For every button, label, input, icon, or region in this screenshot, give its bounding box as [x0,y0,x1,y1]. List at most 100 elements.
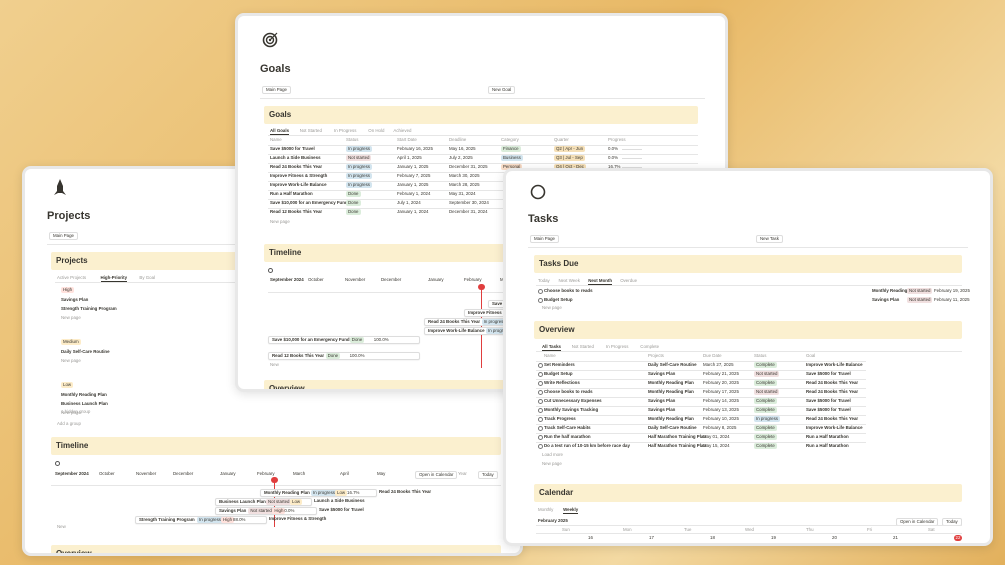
progress-track [622,166,642,168]
new-page[interactable]: New page [61,315,81,320]
column-header: Status [754,353,767,358]
add-group[interactable]: Add a group [57,421,81,426]
group-label: Low [61,382,74,388]
checkbox [538,399,543,404]
tab[interactable]: Monthly [538,507,554,512]
hidden-group[interactable]: 1 hidden group [61,409,91,414]
button[interactable]: New Task [756,235,783,243]
button[interactable]: Main Page [530,235,559,243]
tab[interactable]: High-Priority [100,275,128,282]
weekday: Mon [623,527,632,532]
divider [51,485,501,486]
project-link: Savings Plan [872,296,900,302]
control[interactable]: Open in Calendar [896,518,939,526]
cell: Set Reminders [544,362,575,367]
load-more[interactable]: Load more [542,452,563,457]
section-header: Overview [264,380,698,389]
checkbox [538,444,543,449]
new-page[interactable]: New page [61,358,81,363]
divider [268,135,698,136]
tab[interactable]: Active Projects [57,275,87,280]
tab[interactable]: In Progress [606,344,629,349]
section-title: Timeline [56,441,89,450]
divider [536,533,962,534]
tab[interactable]: Today [538,278,550,283]
new[interactable]: New [270,362,279,367]
tab[interactable]: Complete [640,344,660,349]
timeline-bar: Savings Plan Not started High 0.0% [215,507,317,515]
button[interactable]: Main Page [49,232,78,240]
row-name: Run a Half Marathon [270,191,313,196]
cell: Savings Plan [648,371,676,376]
tab[interactable]: All Goals [270,128,290,135]
cell: Write Reflections [544,380,580,385]
status-tag: Done [349,337,365,343]
month-label: November [136,471,157,476]
button[interactable]: Main Page [262,86,291,94]
month-label: May [377,471,386,476]
bar-label: Savings Plan [219,508,247,513]
cell: Save $5000 for Travel [806,407,851,412]
cell: February 8, 2025 [703,425,737,430]
tab[interactable]: Next Week [558,278,580,283]
cell: Run a Half Marathon [806,443,849,448]
divider [536,432,866,433]
month-label: April [340,471,349,476]
new-page[interactable]: New page [61,410,81,415]
status-tag: Done [346,200,361,206]
cell: Half Marathon Training Plan [648,434,707,439]
section-title: Timeline [269,248,302,257]
tab[interactable]: Achieved [393,128,412,133]
section-header: Tasks Due [534,255,962,273]
month-label: November [345,277,366,282]
status-tag: In progress [346,146,372,152]
progress: 88.0% [233,517,246,522]
project-item: Daily Self-Care Routine [61,349,110,354]
tab[interactable]: All Tasks [542,344,561,351]
cell: May 15, 2024 [703,443,730,448]
divider [268,162,698,163]
target-icon [262,32,278,48]
column-header: Deadline [449,137,467,142]
status-tag: Not started [266,499,292,505]
month-label: December [381,277,402,282]
cell: May 01, 2024 [703,434,730,439]
cell: January 1, 2024 [397,209,429,214]
cell: Do a test run of 10-15 km before race da… [544,443,630,448]
control[interactable]: Open in Calendar [415,471,458,479]
cell: July 2, 2025 [449,155,473,160]
status-tag: Complete [754,407,777,413]
checkbox [538,417,543,422]
tab[interactable]: Not Started [571,344,594,349]
tab[interactable]: Not Started [299,128,322,133]
goal-link: Launch a Side Business [314,498,365,503]
button[interactable]: New Goal [488,86,516,94]
cell: Choose books to reads [544,389,593,394]
month-label: September 2024 [55,471,89,476]
tab[interactable]: Overdue [620,278,638,283]
tab[interactable]: By Goal [139,275,156,280]
month-label: December [173,471,194,476]
cell: January 1, 2025 [397,164,429,169]
new-page[interactable]: New page [542,305,562,310]
control[interactable]: Today [478,471,498,479]
tab[interactable]: Weekly [563,507,579,514]
cell: Daily Self-Care Routine [648,362,697,367]
new-page[interactable]: New page [542,461,562,466]
column-header: Progress [608,137,626,142]
control[interactable]: Today [942,518,962,526]
cell: February 1, 2024 [397,191,431,196]
divider [536,285,962,286]
control[interactable]: Year [458,471,467,476]
tab[interactable]: On Hold [368,128,385,133]
new[interactable]: New [57,524,66,529]
new-page[interactable]: New page [270,219,290,224]
date: 22 [954,535,962,541]
tab[interactable]: In Progress [334,128,357,133]
section-header: Calendar [534,484,962,502]
divider [536,414,866,415]
weekday: Sun [562,527,570,532]
tab[interactable]: Next Month [588,278,613,285]
priority-tag: High [272,508,286,514]
progress: 100.0% [349,353,365,358]
